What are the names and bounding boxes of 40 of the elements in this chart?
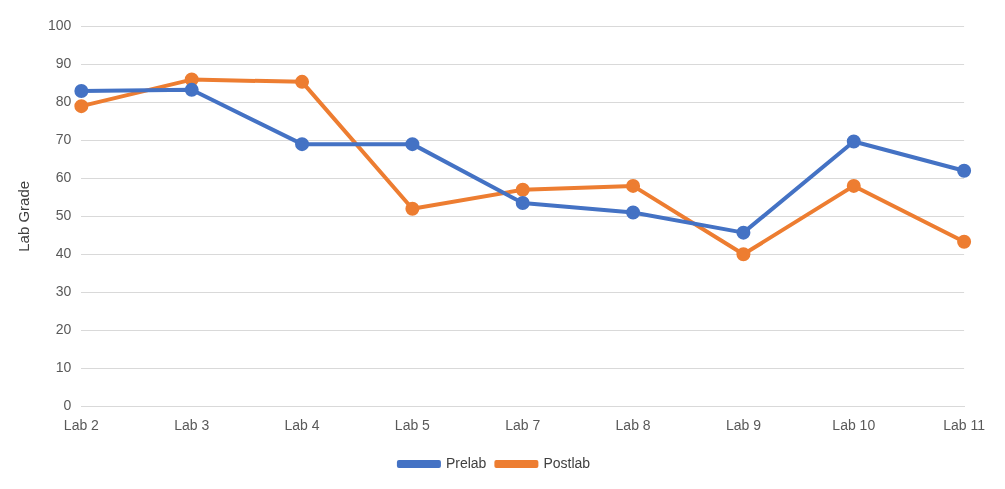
x-tick-label: Lab 3	[174, 417, 210, 434]
y-tick-label: 50	[55, 207, 72, 224]
y-tick-label: 90	[55, 55, 72, 72]
point	[846, 178, 861, 193]
point	[957, 234, 972, 249]
y-tick-label: 60	[55, 169, 72, 186]
x-tick-label: Lab 7	[505, 417, 541, 434]
point	[515, 182, 530, 197]
point	[405, 201, 420, 216]
x-tick-label: Lab 9	[725, 417, 762, 434]
legend-label: Postlab	[543, 454, 591, 471]
y-tick-label: 80	[55, 93, 72, 110]
point	[184, 82, 199, 97]
point	[405, 137, 420, 152]
point	[74, 99, 89, 114]
y-tick-label: 70	[55, 131, 72, 148]
point	[957, 163, 972, 178]
point	[295, 74, 310, 89]
point	[626, 205, 641, 220]
x-tick-label: Lab 2	[63, 417, 100, 434]
point	[736, 225, 751, 240]
legend-label: Prelab	[445, 454, 487, 471]
point	[515, 196, 530, 211]
point	[736, 247, 751, 262]
y-tick-label: 100	[48, 17, 72, 34]
x-tick-label: Lab 4	[284, 417, 320, 434]
point	[295, 137, 310, 152]
x-tick-label: Lab 10	[832, 417, 876, 434]
y-tick-label: 20	[55, 321, 72, 338]
y-tick-label: 40	[55, 245, 72, 262]
y-axis-title: Lab Grade	[15, 180, 33, 252]
x-tick-label: Lab 11	[943, 417, 986, 434]
y-tick-label: 30	[55, 283, 72, 300]
y-tick-label: 10	[55, 359, 72, 376]
x-tick-label: Lab 8	[615, 417, 651, 434]
x-tick-label: Lab 5	[394, 417, 431, 434]
y-tick-label: 0	[63, 397, 72, 414]
point	[846, 134, 861, 149]
point	[626, 178, 641, 193]
point	[74, 83, 89, 98]
